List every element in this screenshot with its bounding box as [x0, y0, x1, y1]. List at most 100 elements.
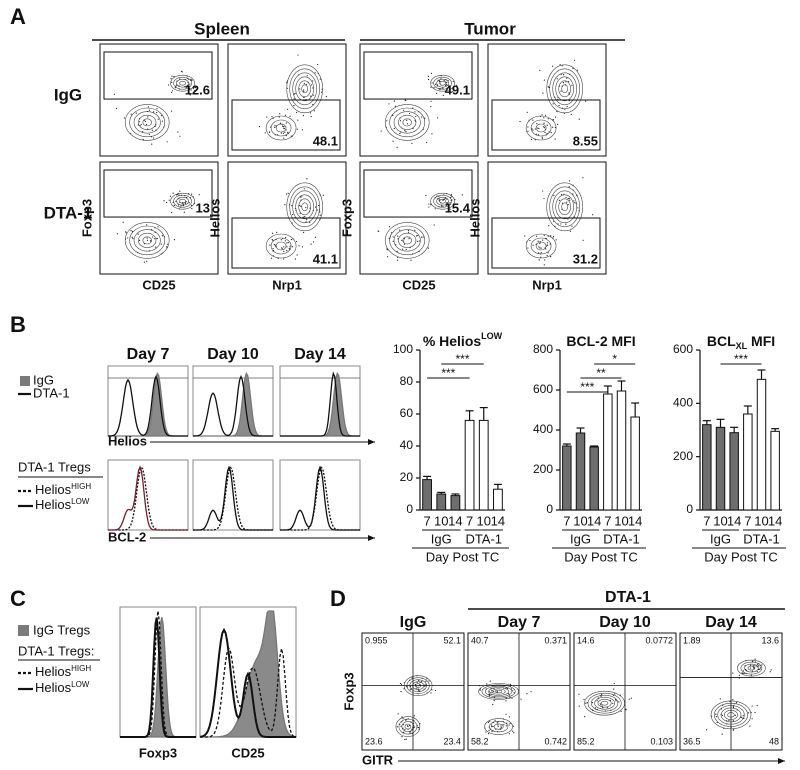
- event-dot: [310, 84, 313, 86]
- significance-label: ***: [580, 380, 594, 394]
- event-dot: [171, 211, 173, 214]
- contour: [265, 115, 297, 141]
- event-dot: [413, 722, 415, 724]
- event-dot: [284, 240, 286, 242]
- event-dot: [305, 206, 307, 209]
- event-dot: [299, 88, 301, 90]
- histogram-curve: [193, 374, 273, 437]
- event-dot: [160, 115, 163, 117]
- event-dot: [302, 216, 304, 218]
- contour: [395, 716, 421, 737]
- contour: [558, 80, 572, 98]
- event-dot: [538, 127, 540, 129]
- contour: [265, 233, 297, 259]
- event-dot: [721, 733, 723, 735]
- event-dot: [543, 234, 545, 237]
- plot-frame: [99, 161, 219, 275]
- event-dot: [512, 725, 515, 727]
- event-dot: [173, 76, 175, 78]
- event-dot: [403, 243, 406, 245]
- legend-superscript: HIGH: [71, 664, 91, 673]
- event-dot: [537, 134, 539, 136]
- event-dot: [524, 235, 526, 237]
- event-dot: [274, 125, 276, 127]
- event-dot: [153, 111, 155, 113]
- contour: [747, 665, 756, 671]
- event-dot: [115, 107, 118, 109]
- event-dot: [142, 131, 144, 133]
- event-dot: [443, 80, 445, 82]
- event-dot: [491, 730, 493, 732]
- event-dot: [601, 693, 603, 696]
- event-dot: [130, 230, 132, 232]
- event-dot: [751, 670, 753, 672]
- x-tick-label: 14: [628, 513, 642, 528]
- event-dot: [452, 90, 454, 93]
- x-tick-label: 14: [491, 513, 505, 528]
- event-dot: [113, 93, 115, 95]
- event-dot: [456, 84, 458, 87]
- y-tick-label: 80: [400, 374, 414, 388]
- event-dot: [274, 126, 276, 128]
- event-dot: [130, 113, 132, 115]
- event-dot: [190, 78, 192, 80]
- event-dot: [169, 195, 172, 197]
- event-dot: [399, 120, 402, 122]
- event-dot: [505, 713, 507, 715]
- event-dot: [612, 702, 614, 704]
- legend-superscript: HIGH: [71, 482, 91, 491]
- event-dot: [566, 77, 568, 79]
- event-dot: [399, 682, 402, 685]
- event-dot: [138, 239, 141, 241]
- event-dot: [417, 240, 419, 243]
- event-dot: [194, 90, 196, 92]
- event-dot: [309, 112, 312, 114]
- event-dot: [302, 114, 305, 117]
- significance-label: ***: [441, 366, 455, 380]
- event-dot: [546, 244, 549, 246]
- contour: [555, 76, 575, 102]
- event-dot: [270, 257, 273, 259]
- event-dot: [490, 691, 492, 694]
- contour: [393, 111, 421, 134]
- event-dot: [449, 202, 451, 204]
- event-dot: [422, 236, 424, 238]
- group-label: IgG: [710, 531, 731, 546]
- event-dot: [534, 128, 536, 130]
- x-tick-label: 10: [573, 513, 587, 528]
- event-dot: [192, 87, 195, 89]
- event-dot: [283, 246, 285, 248]
- event-dot: [600, 695, 602, 697]
- event-dot: [430, 105, 432, 108]
- event-dot: [125, 232, 127, 234]
- event-dot: [293, 98, 295, 100]
- event-dot: [177, 131, 179, 133]
- event-dot: [418, 679, 420, 682]
- contour: [270, 237, 292, 255]
- event-dot: [543, 197, 545, 200]
- event-dot: [258, 125, 261, 128]
- event-dot: [310, 95, 312, 97]
- event-dot: [756, 663, 759, 665]
- event-dot: [271, 238, 273, 241]
- event-dot: [529, 239, 531, 242]
- event-dot: [721, 714, 724, 717]
- event-dot: [407, 229, 410, 232]
- event-dot: [552, 126, 554, 128]
- event-dot: [554, 116, 557, 118]
- contour: [404, 723, 412, 730]
- event-dot: [165, 201, 168, 204]
- event-dot: [442, 94, 444, 96]
- gate: [231, 99, 341, 151]
- histogram-curve: [280, 466, 360, 531]
- event-dot: [312, 104, 314, 106]
- contour: [737, 659, 766, 677]
- event-dot: [547, 118, 549, 120]
- event-dot: [568, 180, 571, 182]
- event-dot: [732, 729, 734, 731]
- x-axis-label: Day Post TC: [426, 549, 499, 564]
- x-axis-label: Foxp3: [139, 745, 177, 760]
- bar: [702, 424, 712, 511]
- event-dot: [519, 120, 521, 123]
- event-dot: [552, 65, 554, 67]
